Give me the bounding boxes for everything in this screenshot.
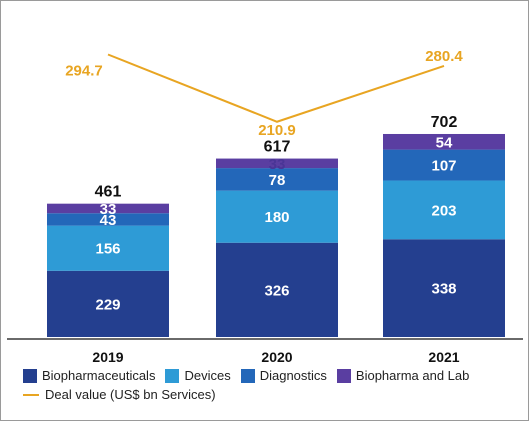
- total-label-2020: 617: [264, 139, 291, 156]
- x-axis: 2019 2020 2021: [7, 338, 523, 365]
- bar-segment-diagnostics-2020: [216, 168, 338, 191]
- legend-item-biopharmaceuticals: Biopharmaceuticals: [23, 368, 155, 383]
- legend-item-devices: Devices: [165, 368, 231, 383]
- legend-label-devices: Devices: [184, 368, 231, 383]
- bar-segment-biopharmaceuticals-2019: [47, 270, 169, 337]
- legend-label-deal-value: Deal value (US$ bn Services): [45, 387, 216, 402]
- legend-swatch-biopharma-and-lab: [336, 368, 351, 383]
- legend-row-1: Biopharmaceuticals Devices Diagnostics B…: [23, 368, 479, 383]
- deal-value-label-2021: 280.4: [425, 48, 463, 65]
- value-label-diagnostics-2021: 107: [431, 158, 456, 175]
- value-label-devices-2020: 180: [264, 209, 289, 226]
- value-label-devices-2019: 156: [95, 241, 120, 258]
- legend-label-biopharma-and-lab: Biopharma and Lab: [355, 368, 470, 383]
- legend-item-biopharma-and-lab: Biopharma and Lab: [336, 368, 470, 383]
- value-label-biopharmaceuticals-2019: 229: [95, 296, 120, 313]
- legend-swatch-biopharmaceuticals: [23, 368, 37, 383]
- x-tick-label-2020: 2020: [261, 349, 292, 365]
- legend-item-deal-value: Deal value (US$ bn Services): [23, 387, 216, 402]
- bar-segment-biopharmaceuticals-2021: [383, 239, 505, 337]
- value-label-diagnostics-2020: 78: [269, 172, 286, 189]
- bar-segment-devices-2019: [47, 225, 169, 271]
- deal-value-label-2020: 210.9: [258, 122, 296, 139]
- total-label-2019: 461: [95, 184, 122, 201]
- value-label-biopharmaceuticals-2020: 326: [264, 282, 289, 299]
- value-label-biopharma-and-lab-2020: 33: [269, 156, 286, 173]
- bar-segment-devices-2020: [216, 190, 338, 243]
- bar-segment-devices-2021: [383, 180, 505, 240]
- bars-layer: [47, 133, 505, 337]
- bar-segment-biopharmaceuticals-2020: [216, 242, 338, 337]
- deal-value-line-layer: 294.7 210.9 280.4: [65, 48, 463, 139]
- deal-value-line: [107, 53, 445, 123]
- legend-swatch-deal-value: [23, 393, 39, 396]
- x-tick-label-2019: 2019: [92, 349, 123, 365]
- legend-label-diagnostics: Diagnostics: [259, 368, 327, 383]
- value-label-devices-2021: 203: [431, 202, 456, 219]
- value-label-biopharma-and-lab-2019: 33: [100, 201, 117, 218]
- bar-segment-diagnostics-2021: [383, 149, 505, 181]
- x-tick-label-2021: 2021: [428, 349, 459, 365]
- bar-segment-biopharma-and-lab-2020: [216, 158, 338, 169]
- value-label-biopharma-and-lab-2021: 54: [436, 134, 453, 151]
- legend-row-2: Deal value (US$ bn Services): [23, 387, 226, 402]
- bar-segment-biopharma-and-lab-2019: [47, 203, 169, 214]
- legend-swatch-diagnostics: [240, 368, 255, 383]
- deal-value-label-2019: 294.7: [65, 63, 103, 80]
- bar-segment-diagnostics-2019: [47, 213, 169, 226]
- legend-item-diagnostics: Diagnostics: [240, 368, 327, 383]
- bar-segment-biopharma-and-lab-2021: [383, 133, 505, 150]
- legend-swatch-devices: [165, 368, 180, 383]
- total-label-2021: 702: [431, 114, 458, 131]
- value-label-diagnostics-2019: 43: [100, 212, 117, 229]
- legend-label-biopharmaceuticals: Biopharmaceuticals: [42, 368, 156, 383]
- value-label-biopharmaceuticals-2021: 338: [431, 281, 456, 298]
